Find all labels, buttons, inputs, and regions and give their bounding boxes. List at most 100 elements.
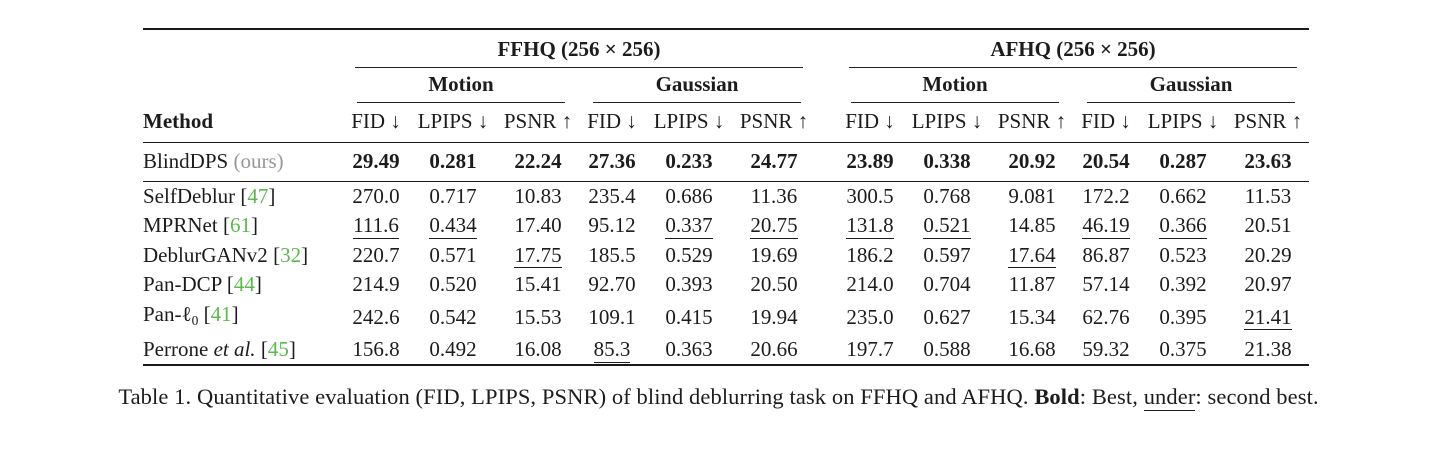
- group-gap: [815, 335, 837, 365]
- metric-value: 46.19: [1073, 211, 1139, 240]
- baseline-method-row: SelfDeblur [47] 270.0 0.717 10.83 235.4 0.686…: [143, 182, 1309, 212]
- baseline-method-row: Perrone et al. [45] 156.8 0.492 16.08 85.3 0.…: [143, 335, 1309, 365]
- metric-value: 17.64: [991, 241, 1073, 270]
- metric-value: 0.529: [665, 242, 713, 267]
- metric-value: 0.588: [923, 337, 971, 362]
- second-best-value: 17.75: [514, 242, 562, 269]
- metric-value: 0.768: [923, 184, 971, 208]
- caption-bold-key: Bold: [1034, 384, 1080, 410]
- metric-value: 214.9: [352, 272, 400, 297]
- metric-value: 20.51: [1244, 213, 1292, 238]
- metric-header: LPIPS ↓: [911, 109, 983, 133]
- metric-header: FID ↓: [1081, 109, 1131, 133]
- method-name-text: Perrone: [143, 337, 214, 362]
- best-value: 22.24: [514, 149, 562, 173]
- metric-header: LPIPS ↓: [417, 109, 489, 133]
- metric-value: 214.0: [846, 272, 894, 297]
- metric-value: 0.434: [409, 211, 497, 240]
- metric-value: 0.704: [923, 272, 971, 297]
- method-name-text: Pan-ℓ: [143, 301, 192, 326]
- method-name-italic: et al.: [213, 337, 256, 362]
- metric-value: 0.393: [665, 272, 713, 297]
- metric-value: 11.36: [750, 184, 798, 208]
- best-value: 20.92: [1008, 149, 1056, 173]
- metric-header: FID ↓: [587, 109, 637, 133]
- blur-type-header: Gaussian: [579, 68, 815, 103]
- metric-value: 0.627: [923, 304, 971, 329]
- best-value: 0.287: [1159, 149, 1207, 173]
- blur-type-header: Motion: [343, 68, 579, 103]
- baseline-method-row: Pan-ℓ0 [41] 242.6 0.542 15.53 109.1 0.415 19.9…: [143, 300, 1309, 335]
- group-rule: FFHQ (256 × 256): [355, 37, 803, 68]
- metric-value: 21.38: [1244, 337, 1292, 362]
- baseline-method-row: Pan-DCP [44] 214.9 0.520 15.41 92.70 0.393 20.…: [143, 270, 1309, 299]
- blur-type-label: Gaussian: [1149, 72, 1233, 96]
- blur-type-header: Gaussian: [1073, 68, 1309, 103]
- table-caption: Table 1. Quantitative evaluation (FID, L…: [0, 384, 1437, 412]
- subgroup-rule: Gaussian: [593, 72, 801, 103]
- metric-value: 220.7: [352, 242, 400, 267]
- metric-value: 11.87: [1008, 272, 1056, 297]
- metric-value: 20.97: [1244, 272, 1292, 297]
- method-name-subscript: 0: [191, 312, 199, 328]
- group-rule: AFHQ (256 × 256): [849, 37, 1297, 68]
- method-name-text: SelfDeblur: [143, 184, 236, 208]
- method-name-text: MPRNet: [143, 213, 218, 238]
- blur-type-label: Gaussian: [655, 72, 739, 96]
- metric-value: 17.40: [514, 213, 562, 238]
- metric-value: 62.76: [1082, 304, 1130, 329]
- metric-value: 0.717: [429, 184, 477, 208]
- ours-tag: (ours): [228, 149, 284, 173]
- metric-value: 92.70: [588, 272, 636, 297]
- best-value: 20.54: [1082, 149, 1130, 173]
- metric-value: 11.53: [1244, 184, 1292, 208]
- metric-value: 86.87: [1082, 242, 1130, 267]
- metric-value: 85.3: [579, 335, 645, 365]
- citation-number: 32: [280, 242, 302, 267]
- blur-type-header: Motion: [837, 68, 1073, 103]
- metric-value: 0.520: [429, 272, 477, 297]
- paper-table-figure: FFHQ (256 × 256) AFHQ (256 × 256) Motion Ga…: [0, 28, 1437, 412]
- metric-value: 19.94: [750, 304, 798, 329]
- metric-value: 15.34: [1008, 304, 1056, 329]
- second-best-value: 46.19: [1082, 213, 1130, 239]
- metric-value: 9.081: [1008, 184, 1056, 208]
- citation-number: 61: [229, 213, 251, 238]
- method-name: Perrone et al. [45]: [143, 337, 296, 362]
- blur-type-label: Motion: [428, 72, 494, 96]
- metric-value: 0.337: [645, 211, 733, 240]
- metric-value: 0.375: [1159, 337, 1207, 362]
- metric-value: 242.6: [352, 304, 400, 329]
- metric-value: 0.392: [1159, 272, 1207, 297]
- dataset-group-label: AFHQ (256 × 256): [990, 37, 1156, 61]
- citation-number: 41: [210, 301, 232, 326]
- method-name-text: BlindDPS: [143, 149, 229, 173]
- metric-value: 0.571: [429, 242, 477, 267]
- metric-value: 109.1: [588, 304, 636, 329]
- subgroup-rule: Motion: [851, 72, 1059, 103]
- baseline-method-row: DeblurGANv2 [32] 220.7 0.571 17.75 185.5 0.52…: [143, 241, 1309, 270]
- method-name-text: DeblurGANv2: [143, 242, 268, 267]
- blur-type-label: Motion: [922, 72, 988, 96]
- second-best-value: 20.75: [750, 213, 798, 239]
- best-value: 0.338: [923, 149, 971, 173]
- metric-value: 300.5: [846, 184, 894, 208]
- metric-value: 15.41: [514, 272, 562, 297]
- metric-value: 20.75: [733, 211, 815, 240]
- method-name: DeblurGANv2 [32]: [143, 242, 309, 267]
- metric-value: 95.12: [588, 213, 636, 238]
- metric-value: 111.6: [343, 211, 409, 240]
- metric-value: 186.2: [846, 242, 894, 267]
- metric-value: 16.08: [514, 337, 562, 362]
- metric-value: 0.492: [429, 337, 477, 362]
- metric-value: 57.14: [1082, 272, 1130, 297]
- group-gap: [815, 241, 837, 270]
- metric-value: 21.41: [1227, 300, 1309, 335]
- metric-value: 19.69: [750, 242, 798, 267]
- method-name: MPRNet [61]: [143, 213, 258, 238]
- metric-value: 0.415: [665, 304, 713, 329]
- group-gap: [815, 270, 837, 299]
- metric-value: 59.32: [1082, 337, 1130, 362]
- citation-number: 44: [233, 272, 255, 297]
- second-best-value: 0.434: [429, 213, 477, 239]
